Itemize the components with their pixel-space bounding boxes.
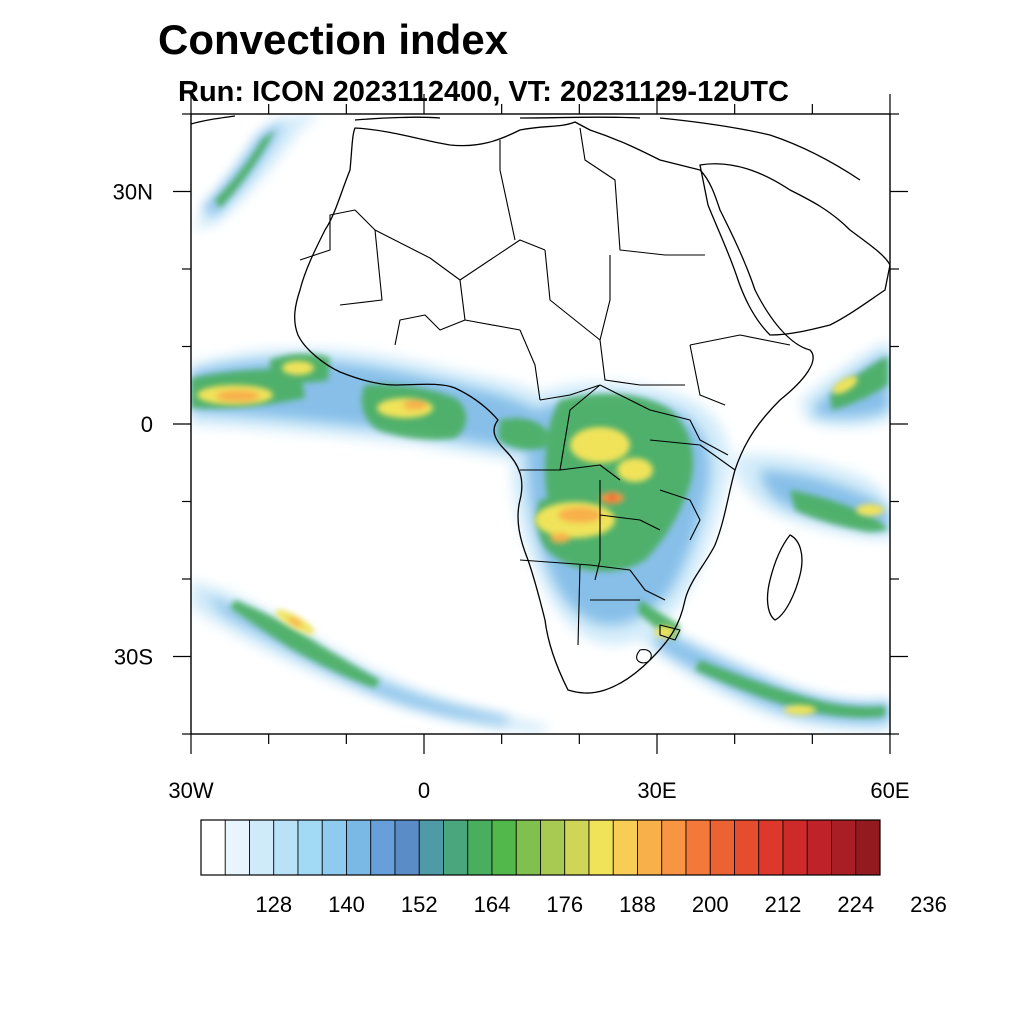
arabia: [699, 163, 890, 336]
colorbar-swatch: [515, 819, 541, 876]
colorbar-swatch: [370, 819, 396, 876]
lat-tick-label: 0: [141, 412, 153, 437]
colorbar-swatch: [321, 819, 347, 876]
colorbar-swatch: [297, 819, 323, 876]
colorbar-swatch: [734, 819, 760, 876]
lat-tick-label: 30N: [113, 180, 153, 205]
colorbar-label: 176: [546, 892, 583, 917]
colorbar-swatch: [564, 819, 590, 876]
colorbar-swatch: [831, 819, 857, 876]
colorbar-label: 188: [619, 892, 656, 917]
colorbar: 128 140 152 164 176 188 200 212 224 236: [200, 819, 947, 917]
colorbar-swatch: [758, 819, 784, 876]
colorbar-label: 200: [692, 892, 729, 917]
lon-tick-label: 60E: [870, 778, 909, 803]
colorbar-swatch: [588, 819, 614, 876]
colorbar-swatch: [637, 819, 663, 876]
colorbar-label: 164: [474, 892, 511, 917]
colorbar-swatch: [418, 819, 444, 876]
colorbar-swatch: [855, 819, 881, 876]
colorbar-swatch: [661, 819, 687, 876]
colorbar-swatch: [273, 819, 299, 876]
colorbar-swatch: [782, 819, 808, 876]
latitude-ticks: 30N 0 30S: [113, 113, 908, 735]
country-borders: [299, 127, 791, 664]
europe-coast: [191, 115, 861, 181]
coastlines-borders: [191, 115, 890, 694]
colorbar-swatch: [685, 819, 711, 876]
colorbar-label: 128: [255, 892, 292, 917]
colorbar-swatch: [249, 819, 275, 876]
longitude-ticks: 30W 0 30E 60E: [168, 94, 910, 803]
colorbar-label: 152: [401, 892, 438, 917]
colorbar-swatch: [540, 819, 566, 876]
colorbar-swatch: [346, 819, 372, 876]
colorbar-swatch: [612, 819, 638, 876]
colorbar-swatch: [224, 819, 250, 876]
figure-title: Convection index: [158, 16, 509, 63]
colorbar-label: 236: [910, 892, 947, 917]
convection-field: [191, 114, 890, 734]
lon-tick-label: 30W: [168, 778, 213, 803]
lon-tick-label: 0: [418, 778, 430, 803]
colorbar-swatch: [806, 819, 832, 876]
colorbar-swatch: [443, 819, 469, 876]
colorbar-swatch: [200, 819, 226, 876]
lon-tick-label: 30E: [637, 778, 676, 803]
colorbar-frame: [200, 819, 881, 876]
colorbar-swatch: [467, 819, 493, 876]
madagascar: [766, 534, 803, 621]
colorbar-swatch: [394, 819, 420, 876]
colorbar-label: 212: [765, 892, 802, 917]
colorbar-swatch: [709, 819, 735, 876]
lat-tick-label: 30S: [114, 645, 153, 670]
figure-subtitle: Run: ICON 2023112400, VT: 20231129-12UTC: [178, 76, 789, 108]
colorbar-label: 224: [837, 892, 874, 917]
colorbar-swatch: [491, 819, 517, 876]
africa-coastline: [294, 121, 814, 694]
map-panel: 30N 0 30S 30W 0 30E 60E: [113, 94, 910, 803]
colorbar-label: 140: [328, 892, 365, 917]
